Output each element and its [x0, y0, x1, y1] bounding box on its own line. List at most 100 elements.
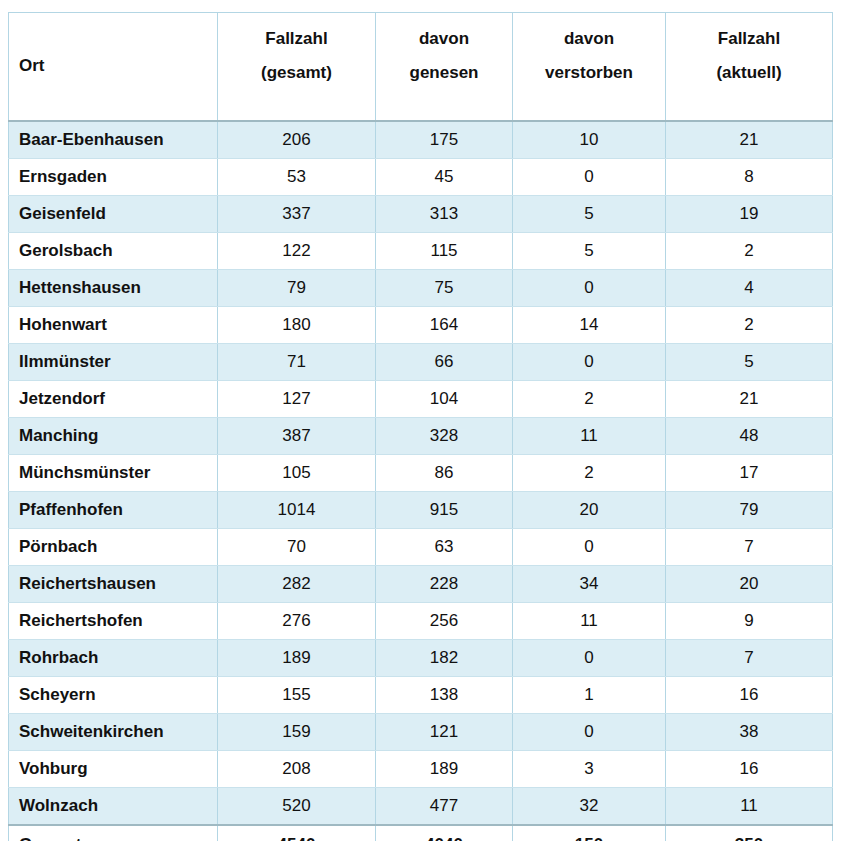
verstorben-cell: 0	[513, 344, 666, 381]
ort-cell: Münchsmünster	[9, 455, 218, 492]
genesen-cell: 66	[376, 344, 513, 381]
genesen-cell: 86	[376, 455, 513, 492]
gesamt-cell: 189	[218, 640, 376, 677]
verstorben-cell: 14	[513, 307, 666, 344]
aktuell-cell: 8	[666, 159, 833, 196]
total-aktuell-cell: 350	[666, 825, 833, 841]
column-header-ort: Ort	[9, 13, 218, 122]
table-row: Reichertshofen276256119	[9, 603, 833, 640]
genesen-cell: 313	[376, 196, 513, 233]
genesen-cell: 256	[376, 603, 513, 640]
table-body: Baar-Ebenhausen2061751021Ernsgaden534508…	[9, 121, 833, 825]
aktuell-cell: 7	[666, 529, 833, 566]
aktuell-cell: 48	[666, 418, 833, 455]
table-row: Hohenwart180164142	[9, 307, 833, 344]
verstorben-cell: 1	[513, 677, 666, 714]
covid-cases-table-container: Ort Fallzahl (gesamt) davon genesen davo…	[8, 12, 833, 841]
verstorben-cell: 0	[513, 270, 666, 307]
total-row: Gesamt 4540 4040 150 350	[9, 825, 833, 841]
genesen-cell: 104	[376, 381, 513, 418]
ort-cell: Vohburg	[9, 751, 218, 788]
gesamt-cell: 276	[218, 603, 376, 640]
verstorben-cell: 2	[513, 381, 666, 418]
table-row: Ilmmünster716605	[9, 344, 833, 381]
gesamt-cell: 180	[218, 307, 376, 344]
verstorben-cell: 0	[513, 529, 666, 566]
table-row: Gerolsbach12211552	[9, 233, 833, 270]
genesen-cell: 477	[376, 788, 513, 826]
aktuell-cell: 2	[666, 233, 833, 270]
verstorben-cell: 3	[513, 751, 666, 788]
column-header-fallzahl-gesamt: Fallzahl (gesamt)	[218, 13, 376, 122]
ort-cell: Wolnzach	[9, 788, 218, 826]
ort-cell: Baar-Ebenhausen	[9, 121, 218, 159]
genesen-cell: 189	[376, 751, 513, 788]
verstorben-cell: 10	[513, 121, 666, 159]
gesamt-cell: 122	[218, 233, 376, 270]
verstorben-cell: 5	[513, 233, 666, 270]
table-row: Reichertshausen2822283420	[9, 566, 833, 603]
table-row: Vohburg208189316	[9, 751, 833, 788]
total-gesamt-cell: 4540	[218, 825, 376, 841]
column-header-fallzahl-aktuell: Fallzahl (aktuell)	[666, 13, 833, 122]
table-footer: Gesamt 4540 4040 150 350	[9, 825, 833, 841]
aktuell-cell: 7	[666, 640, 833, 677]
aktuell-cell: 21	[666, 381, 833, 418]
verstorben-cell: 0	[513, 159, 666, 196]
aktuell-cell: 38	[666, 714, 833, 751]
genesen-cell: 75	[376, 270, 513, 307]
gesamt-cell: 520	[218, 788, 376, 826]
table-header: Ort Fallzahl (gesamt) davon genesen davo…	[9, 13, 833, 122]
table-row: Ernsgaden534508	[9, 159, 833, 196]
genesen-cell: 45	[376, 159, 513, 196]
table-row: Pfaffenhofen10149152079	[9, 492, 833, 529]
genesen-cell: 164	[376, 307, 513, 344]
table-row: Geisenfeld337313519	[9, 196, 833, 233]
genesen-cell: 115	[376, 233, 513, 270]
ort-cell: Reichertshausen	[9, 566, 218, 603]
gesamt-cell: 71	[218, 344, 376, 381]
table-row: Scheyern155138116	[9, 677, 833, 714]
verstorben-cell: 0	[513, 640, 666, 677]
ort-cell: Ilmmünster	[9, 344, 218, 381]
total-verstorben-cell: 150	[513, 825, 666, 841]
genesen-cell: 138	[376, 677, 513, 714]
aktuell-cell: 4	[666, 270, 833, 307]
verstorben-cell: 11	[513, 603, 666, 640]
aktuell-cell: 9	[666, 603, 833, 640]
gesamt-cell: 387	[218, 418, 376, 455]
gesamt-cell: 53	[218, 159, 376, 196]
gesamt-cell: 1014	[218, 492, 376, 529]
ort-cell: Manching	[9, 418, 218, 455]
genesen-cell: 228	[376, 566, 513, 603]
ort-cell: Jetzendorf	[9, 381, 218, 418]
gesamt-cell: 208	[218, 751, 376, 788]
verstorben-cell: 0	[513, 714, 666, 751]
aktuell-cell: 17	[666, 455, 833, 492]
column-header-ort-label: Ort	[19, 56, 217, 76]
ort-cell: Ernsgaden	[9, 159, 218, 196]
ort-cell: Hettenshausen	[9, 270, 218, 307]
gesamt-cell: 282	[218, 566, 376, 603]
ort-cell: Hohenwart	[9, 307, 218, 344]
verstorben-cell: 5	[513, 196, 666, 233]
verstorben-cell: 11	[513, 418, 666, 455]
gesamt-cell: 337	[218, 196, 376, 233]
verstorben-cell: 20	[513, 492, 666, 529]
table-row: Jetzendorf127104221	[9, 381, 833, 418]
ort-cell: Scheyern	[9, 677, 218, 714]
genesen-cell: 63	[376, 529, 513, 566]
ort-cell: Pfaffenhofen	[9, 492, 218, 529]
table-row: Pörnbach706307	[9, 529, 833, 566]
table-row: Wolnzach5204773211	[9, 788, 833, 826]
aktuell-cell: 16	[666, 751, 833, 788]
gesamt-cell: 206	[218, 121, 376, 159]
aktuell-cell: 5	[666, 344, 833, 381]
aktuell-cell: 79	[666, 492, 833, 529]
aktuell-cell: 11	[666, 788, 833, 826]
table-row: Baar-Ebenhausen2061751021	[9, 121, 833, 159]
ort-cell: Geisenfeld	[9, 196, 218, 233]
aktuell-cell: 16	[666, 677, 833, 714]
genesen-cell: 915	[376, 492, 513, 529]
genesen-cell: 182	[376, 640, 513, 677]
